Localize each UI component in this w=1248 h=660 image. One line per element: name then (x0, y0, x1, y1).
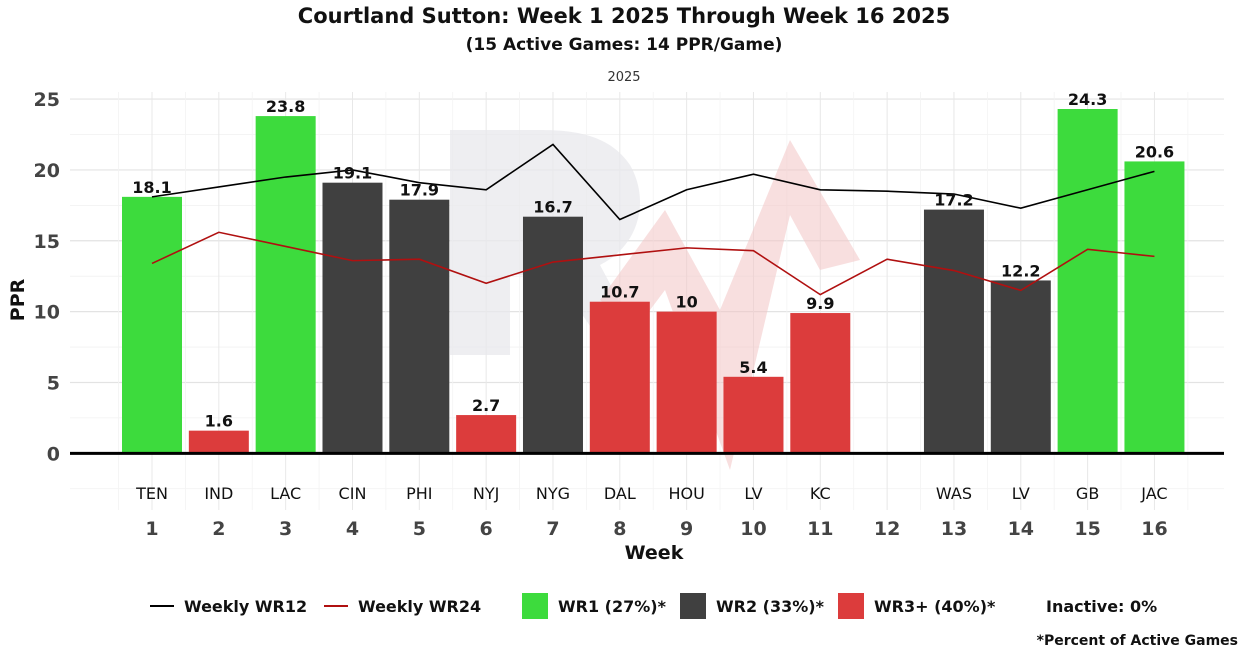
bar-week-13 (923, 209, 984, 454)
bar-week-7 (522, 216, 583, 454)
y-axis-title: PPR (7, 278, 29, 321)
bar-labels: 18.1 1.6 23.8 19.1 17.9 2.7 16.7 10.7 10 5.4 9.9 17… (132, 90, 1174, 431)
x-tick-label: 1 (145, 518, 158, 540)
x-tick-label: 11 (807, 518, 833, 540)
legend-label-wr3: WR3+ (40%)* (874, 596, 996, 616)
bar-chart: 18.11.623.819.117.92.716.710.7105.49.917… (7, 89, 1224, 564)
x-tick-label: 5 (413, 518, 426, 540)
chart-subtitle: (15 Active Games: 14 PPR/Game) (465, 35, 783, 55)
x-tick-label: 12 (874, 518, 900, 540)
bar-value-label: 18.1 (132, 178, 171, 197)
legend-swatch-wr2 (680, 593, 706, 619)
x-tick-label: 9 (680, 518, 693, 540)
x-tick-label: 6 (480, 518, 493, 540)
bar-week-14 (990, 280, 1051, 454)
x-tick-label: 16 (1141, 518, 1167, 540)
bar-value-label: 2.7 (472, 396, 500, 415)
facet-label: 2025 (607, 70, 641, 85)
opponent-label: NYG (536, 484, 570, 503)
legend-item-wr1: WR1 (27%)* (522, 592, 666, 620)
bar-week-8 (589, 301, 650, 454)
legend-item-wr24: Weekly WR24 (324, 592, 481, 620)
bar-week-10 (723, 376, 784, 454)
x-axis-title: Week (625, 542, 684, 564)
bar-value-label: 10 (676, 293, 698, 312)
x-tick-label: 14 (1008, 518, 1034, 540)
x-tick-label: 13 (941, 518, 967, 540)
line-wr12 (151, 143, 1155, 221)
y-tick-label: 0 (47, 443, 60, 465)
legend-label-wr1: WR1 (27%)* (558, 596, 666, 616)
bar-week-11 (790, 313, 851, 454)
chart-title: Courtland Sutton: Week 1 2025 Through We… (297, 4, 951, 28)
bar-week-2 (188, 430, 249, 454)
legend: Weekly WR12 Weekly WR24 WR1 (27%)* WR2 (… (0, 592, 1248, 620)
opponent-label: PHI (406, 484, 432, 503)
footnote: *Percent of Active Games (1036, 633, 1238, 649)
opponent-label: DAL (604, 484, 636, 503)
legend-item-wr2: WR2 (33%)* (680, 592, 824, 620)
opponent-label: LV (744, 484, 762, 503)
legend-label-wr24: Weekly WR24 (358, 596, 482, 616)
bar-value-label: 12.2 (1001, 261, 1040, 280)
bar-value-label: 9.9 (806, 294, 834, 313)
x-tick-label: 15 (1074, 518, 1100, 540)
bar-value-label: 1.6 (205, 412, 233, 431)
x-tick-label: 4 (346, 518, 359, 540)
opponent-label: IND (204, 484, 233, 503)
opponent-label: NYJ (473, 484, 499, 503)
x-tick-label: 3 (279, 518, 292, 540)
y-tick-label: 20 (34, 160, 60, 182)
bars (122, 109, 1185, 454)
bar-week-6 (456, 415, 517, 454)
bar-week-9 (656, 311, 717, 454)
opponent-label: JAC (1140, 484, 1167, 503)
legend-label-wr2: WR2 (33%)* (716, 596, 824, 616)
bar-value-label: 20.6 (1135, 142, 1174, 161)
watermark-arrow (600, 140, 860, 470)
bar-week-4 (322, 182, 383, 454)
bar-value-label: 23.8 (266, 97, 305, 116)
bar-value-label: 19.1 (333, 164, 372, 183)
y-tick-label: 25 (34, 89, 60, 111)
bar-week-1 (122, 196, 182, 454)
bar-value-label: 16.7 (533, 198, 572, 217)
bar-value-label: 17.2 (934, 191, 973, 210)
bar-value-label: 10.7 (600, 283, 639, 302)
bar-week-3 (255, 116, 316, 454)
y-tick-label: 10 (34, 302, 60, 324)
opponent-label: GB (1076, 484, 1099, 503)
opponent-label: LV (1012, 484, 1030, 503)
bar-week-15 (1057, 109, 1118, 454)
series-lines (151, 143, 1155, 296)
opponent-label: HOU (668, 484, 704, 503)
opponent-label: CIN (339, 484, 367, 503)
x-tick-label: 7 (546, 518, 559, 540)
legend-line-wr12 (150, 605, 174, 607)
bar-week-16 (1124, 161, 1185, 454)
legend-swatch-wr1 (522, 593, 548, 619)
y-tick-label: 15 (34, 231, 60, 253)
legend-item-wr3: WR3+ (40%)* (838, 592, 995, 620)
bar-week-5 (389, 199, 450, 454)
opponent-label: WAS (936, 484, 972, 503)
legend-label-wr12: Weekly WR12 (184, 596, 308, 616)
bar-value-label: 5.4 (739, 358, 767, 377)
legend-item-wr12: Weekly WR12 (150, 592, 307, 620)
opponent-label: KC (810, 484, 831, 503)
bar-value-label: 24.3 (1068, 90, 1107, 109)
legend-label-inactive: Inactive: 0% (1046, 596, 1158, 616)
legend-line-wr24 (324, 605, 348, 607)
opponent-label: LAC (270, 484, 301, 503)
opponent-label: TEN (135, 484, 168, 503)
y-tick-label: 5 (47, 372, 60, 394)
x-tick-label: 2 (212, 518, 225, 540)
x-tick-label: 10 (740, 518, 766, 540)
bar-value-label: 17.9 (400, 181, 439, 200)
x-tick-label: 8 (613, 518, 626, 540)
legend-item-inactive: Inactive: 0% (1046, 592, 1157, 620)
legend-swatch-wr3 (838, 593, 864, 619)
line-wr24 (151, 231, 1155, 296)
